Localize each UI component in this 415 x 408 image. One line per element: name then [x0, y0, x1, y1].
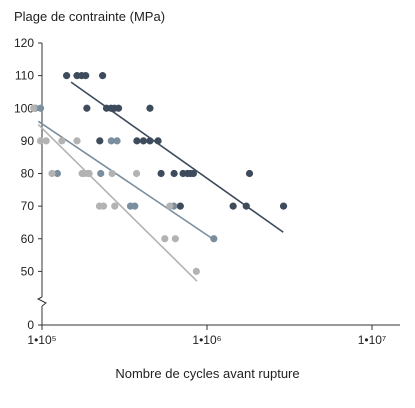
data-point [113, 137, 121, 145]
data-point [161, 235, 169, 243]
data-point [166, 202, 174, 210]
data-point [170, 169, 178, 178]
x-tick-label: 1•10⁷ [358, 333, 387, 347]
x-tick-label: 1•10⁵ [27, 333, 56, 347]
trend-line [37, 120, 213, 240]
data-point [108, 169, 116, 178]
data-point [146, 104, 154, 112]
data-point [99, 202, 108, 210]
data-point [36, 104, 45, 112]
data-point [111, 202, 119, 210]
y-tick-label: 60 [21, 232, 35, 246]
data-point [146, 137, 154, 145]
data-point [133, 137, 141, 145]
y-tick-label: 50 [21, 264, 35, 278]
y-axis-title: Plage de contrainte (MPa) [14, 9, 166, 24]
x-axis-title: Nombre de cycles avant rupture [115, 366, 300, 381]
data-point [99, 72, 107, 80]
y-tick-label: 80 [21, 167, 35, 181]
y-tick-label: 0 [27, 318, 34, 332]
y-tick-label: 120 [14, 36, 34, 50]
data-point [82, 72, 90, 80]
data-point [176, 202, 184, 210]
data-point [131, 202, 139, 210]
trend-line [37, 123, 198, 282]
y-tick-label: 70 [21, 199, 35, 213]
y-tick-label: 110 [15, 69, 34, 83]
data-point [63, 72, 71, 80]
data-point [171, 235, 179, 243]
data-point [53, 169, 62, 178]
data-point [114, 104, 123, 112]
data-point [139, 137, 148, 145]
x-tick-label: 1•10⁶ [192, 333, 221, 347]
data-point [30, 104, 38, 112]
data-point [279, 202, 288, 210]
data-point [36, 137, 45, 145]
y-tick-label: 90 [21, 134, 35, 148]
data-point [245, 169, 254, 178]
y-axis-break-mark [36, 296, 47, 307]
y-tick-label: 100 [14, 101, 34, 115]
data-point [242, 202, 250, 210]
data-point [73, 137, 81, 145]
data-point [58, 137, 66, 145]
data-point [48, 169, 56, 178]
data-point [83, 104, 91, 112]
data-point [97, 169, 105, 178]
data-point [132, 169, 141, 178]
data-point [210, 235, 218, 243]
data-point [154, 137, 162, 145]
data-point [189, 169, 197, 178]
data-point [96, 137, 104, 145]
data-point [229, 202, 237, 210]
trend-line [70, 81, 284, 233]
data-point [107, 137, 115, 145]
data-point [42, 137, 50, 145]
data-point [84, 169, 92, 178]
data-point [192, 267, 200, 275]
data-point [157, 169, 165, 178]
